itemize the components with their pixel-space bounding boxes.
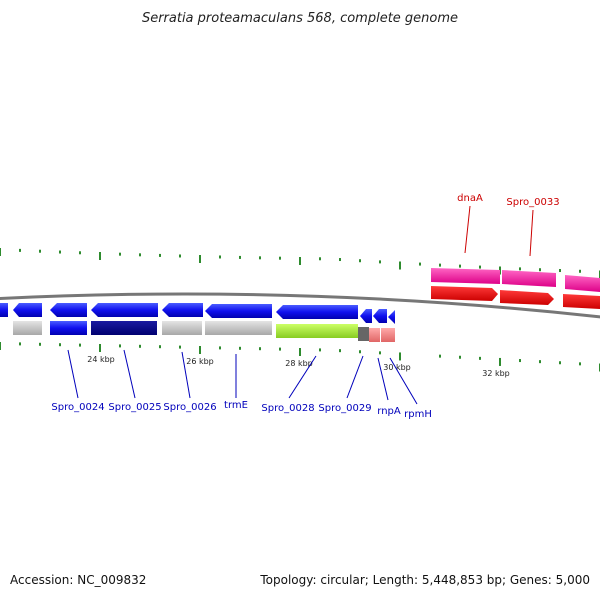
scale-labels: 24 kbp 26 kbp 28 kbp 30 kbp 32 kbp [87,355,510,378]
feature-blue-6 [276,305,358,319]
feature-pink-1 [431,268,500,284]
gene-label-spro-0029[interactable]: Spro_0029 [318,403,371,414]
scale-label-26kbp: 26 kbp [186,357,214,366]
feature-blue-4 [162,303,203,317]
callout-line-spro-0024 [67,349,79,399]
callout-line-spro-0028 [288,355,317,399]
gene-label-spro-0033[interactable]: Spro_0033 [506,197,559,208]
category-bar-salmon-1 [369,328,380,342]
gene-label-dnaa[interactable]: dnaA [457,193,483,204]
feature-red-3 [563,294,600,309]
feature-blue-3 [91,303,158,317]
scale-label-24kbp: 24 kbp [87,355,115,364]
forward-strand-features [431,268,600,309]
feature-red-2 [500,290,554,305]
gene-labels: Spro_0024 Spro_0025 Spro_0026 trmE Spro_… [51,193,559,420]
feature-blue-2 [50,303,87,317]
callout-line-spro-0025 [123,349,136,399]
gene-label-spro-0024[interactable]: Spro_0024 [51,402,104,413]
genome-summary-text: Topology: circular; Length: 5,448,853 bp… [260,573,590,587]
callout-line-rpmh [389,357,418,405]
category-bar-blue [50,321,87,335]
map-title: Serratia proteamaculans 568, complete ge… [142,11,458,26]
gene-label-rnpa[interactable]: rnpA [377,406,401,417]
scale-ticks [0,248,600,372]
gene-callout-lines [67,205,534,405]
accession-text: Accession: NC_009832 [10,573,147,587]
category-bar-green [276,324,358,338]
callout-line-spro-0029 [346,355,364,399]
feature-blue-8 [373,309,387,323]
feature-pink-2 [502,270,556,287]
category-bars [13,321,395,342]
feature-blue-7 [360,309,372,323]
feature-blue-1 [13,303,42,317]
callout-line-rnpa [377,357,389,401]
feature-blue-9 [388,310,395,324]
category-bar-gray-3 [205,321,272,335]
callout-line-spro-0026 [181,351,191,399]
gene-label-spro-0025[interactable]: Spro_0025 [108,402,161,413]
feature-blue-5 [205,304,272,318]
reverse-strand-features [0,303,395,324]
gene-label-trme[interactable]: trmE [224,400,248,411]
callout-line-dnaa [464,205,471,254]
category-bar-gray-1 [13,321,42,335]
scale-label-32kbp: 32 kbp [482,369,510,378]
category-bar-gray-2 [162,321,202,335]
category-bar-darkgray [358,327,369,341]
scale-label-28kbp: 28 kbp [285,359,313,368]
gene-label-rpmh[interactable]: rpmH [404,409,432,420]
scale-label-30kbp: 30 kbp [383,363,411,372]
category-bar-navy [91,321,157,335]
callout-line-spro-0033 [529,209,534,257]
feature-blue-0 [0,303,8,317]
feature-red-1 [431,286,498,301]
feature-pink-3 [565,275,600,292]
category-bar-salmon-2 [381,328,395,342]
gene-label-spro-0028[interactable]: Spro_0028 [261,403,314,414]
gene-label-spro-0026[interactable]: Spro_0026 [163,402,216,413]
genome-backbone [0,292,600,319]
